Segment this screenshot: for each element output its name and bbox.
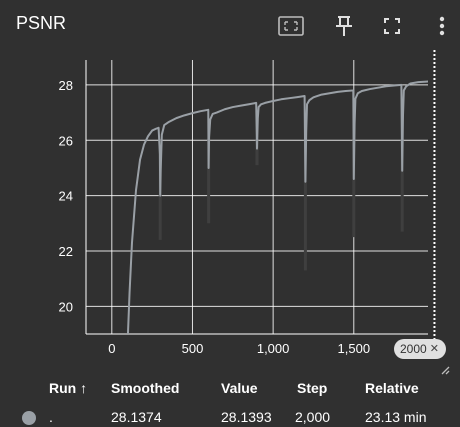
resize-handle-icon[interactable]: [440, 362, 450, 375]
close-icon[interactable]: ✕: [429, 343, 439, 355]
header-smoothed: Smoothed: [111, 380, 180, 396]
psnr-line-chart[interactable]: 20 22 24 26 28 0 500 1,000 1,500: [0, 50, 460, 368]
header-value: Value: [221, 380, 258, 396]
pin-icon[interactable]: [330, 12, 358, 40]
run-data-table: Run ↑ Smoothed Value Step Relative . 28.…: [0, 372, 460, 427]
y-tick-label: 24: [59, 189, 73, 204]
card-title: PSNR: [16, 13, 67, 33]
cell-value: 28.1393: [221, 409, 272, 425]
cell-relative: 23.13 min: [365, 409, 427, 425]
y-tick-label: 20: [59, 299, 73, 314]
y-tick-label: 22: [59, 244, 73, 259]
series-line: [126, 80, 428, 334]
x-tick-label: 1,500: [338, 341, 371, 356]
cell-smoothed: 28.1374: [111, 409, 162, 425]
run-color-dot: [22, 411, 36, 425]
cell-step: 2,000: [295, 409, 331, 425]
y-tick-label: 26: [59, 133, 73, 148]
header-step: Step: [297, 380, 328, 396]
cell-run: .: [49, 409, 53, 425]
fullscreen-icon[interactable]: [378, 12, 406, 40]
y-tick-label: 28: [59, 78, 73, 93]
step-chip[interactable]: 2000 ✕: [394, 339, 446, 359]
fit-domain-icon[interactable]: [277, 12, 305, 40]
step-chip-label: 2000: [400, 342, 427, 356]
x-tick-label: 0: [108, 341, 115, 356]
x-tick-label: 1,000: [257, 341, 290, 356]
chart-area[interactable]: 20 22 24 26 28 0 500 1,000 1,500: [0, 50, 460, 368]
header-run[interactable]: Run ↑: [49, 380, 88, 396]
series-group: [126, 80, 428, 334]
card-header: PSNR: [0, 0, 460, 50]
header-relative: Relative: [365, 380, 419, 396]
x-tick-label: 500: [182, 341, 204, 356]
more-vert-icon[interactable]: [428, 12, 456, 40]
